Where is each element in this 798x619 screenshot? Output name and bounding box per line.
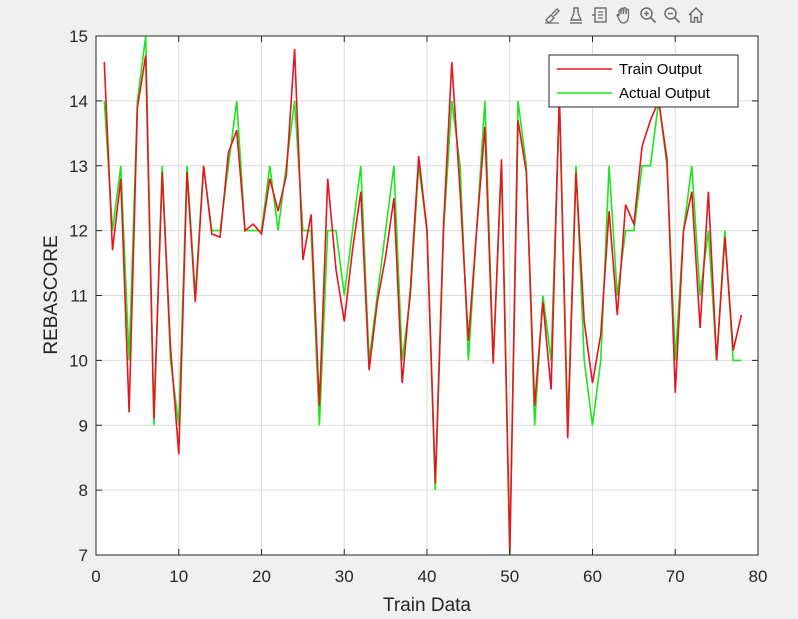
brush-icon[interactable] xyxy=(542,4,562,26)
x-tick-label: 20 xyxy=(252,567,271,586)
axes-toolbar xyxy=(542,4,706,30)
legend[interactable]: Train Output Actual Output xyxy=(548,54,739,108)
y-tick-label: 11 xyxy=(70,287,88,306)
legend-box xyxy=(548,54,739,108)
tick-marks xyxy=(95,35,759,556)
datatip-icon[interactable] xyxy=(566,4,586,26)
y-tick-label: 8 xyxy=(79,481,88,500)
y-tick-label: 7 xyxy=(79,546,88,565)
legend-label-actual-output: Actual Output xyxy=(619,85,711,102)
y-tick-label: 10 xyxy=(69,351,88,370)
x-tick-label: 0 xyxy=(91,567,100,586)
series-layer xyxy=(103,35,743,556)
zoom-out-icon[interactable] xyxy=(662,4,682,26)
y-tick-label: 9 xyxy=(79,416,88,435)
series-line-train-output xyxy=(103,48,743,552)
zoom-in-icon[interactable] xyxy=(638,4,658,26)
y-tick-label: 13 xyxy=(69,157,88,176)
y-tick-labels: 7 8 9 10 11 12 13 14 15 xyxy=(69,27,88,565)
y-tick-label: 12 xyxy=(69,222,88,241)
x-tick-label: 10 xyxy=(169,567,188,586)
x-tick-label: 30 xyxy=(335,567,354,586)
y-axis-label: REBASCORE xyxy=(41,235,62,354)
x-tick-label: 50 xyxy=(500,567,519,586)
x-tick-label: 80 xyxy=(749,567,768,586)
pan-hand-icon[interactable] xyxy=(614,4,634,26)
data-cursor-icon[interactable] xyxy=(590,4,610,26)
x-tick-label: 70 xyxy=(666,567,685,586)
x-axis-label: Train Data xyxy=(383,595,471,616)
legend-label-train-output: Train Output xyxy=(619,61,703,78)
y-tick-label: 15 xyxy=(69,27,88,46)
x-tick-labels: 0 10 20 30 40 50 60 70 80 xyxy=(91,567,767,586)
x-tick-label: 40 xyxy=(418,567,437,586)
y-tick-label: 14 xyxy=(69,92,88,111)
x-tick-label: 60 xyxy=(583,567,602,586)
home-icon[interactable] xyxy=(686,4,706,26)
